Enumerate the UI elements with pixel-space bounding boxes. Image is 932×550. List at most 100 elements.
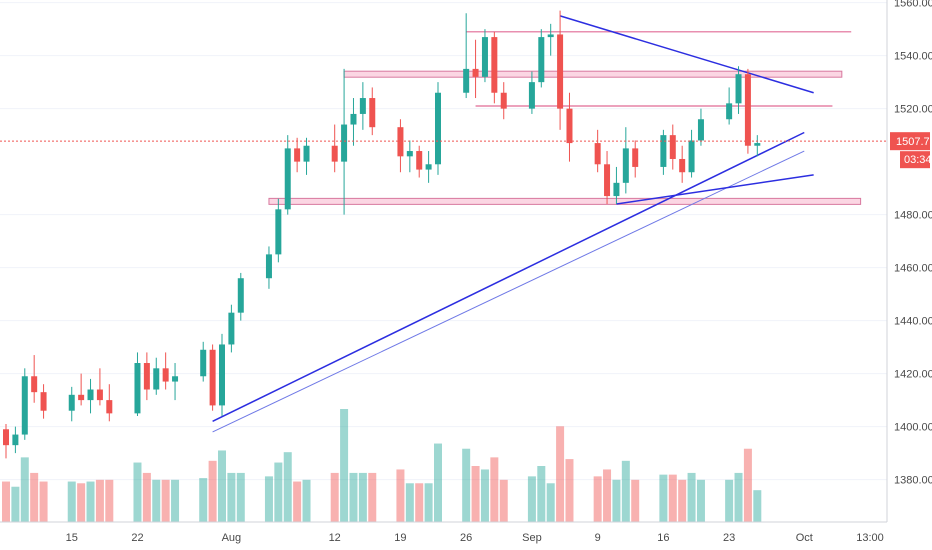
- candle-body[interactable]: [669, 135, 676, 159]
- candle-body[interactable]: [303, 145, 310, 162]
- candle-body[interactable]: [106, 400, 113, 414]
- candle-body[interactable]: [547, 34, 554, 38]
- candle-body[interactable]: [209, 349, 216, 406]
- volume-bar: [462, 448, 471, 522]
- volume-bar: [171, 479, 180, 522]
- candle-body[interactable]: [341, 124, 348, 162]
- volume-bar: [490, 457, 499, 522]
- volume-bars: [2, 409, 762, 522]
- time-axis[interactable]: 15 22 Aug 12 19 26 Sep 9 16 23 Oct 13:00: [66, 532, 884, 544]
- candle-body[interactable]: [688, 140, 695, 173]
- candle-body[interactable]: [491, 37, 498, 93]
- candle-body[interactable]: [622, 148, 629, 183]
- volume-bar: [39, 481, 48, 522]
- candle-body[interactable]: [3, 429, 9, 446]
- candle-body[interactable]: [265, 254, 272, 279]
- volume-bar: [396, 469, 405, 522]
- candle-body[interactable]: [172, 376, 179, 382]
- candle-body[interactable]: [406, 151, 413, 157]
- candle-body[interactable]: [350, 113, 357, 125]
- candle-body[interactable]: [228, 312, 235, 345]
- candle-body[interactable]: [481, 37, 488, 77]
- trendline[interactable]: [616, 174, 814, 205]
- candlesticks[interactable]: [3, 10, 761, 459]
- volume-bar: [565, 459, 574, 522]
- candle-body[interactable]: [162, 368, 169, 382]
- candle-body[interactable]: [219, 344, 225, 406]
- candle-body[interactable]: [397, 127, 404, 157]
- candle-body[interactable]: [331, 145, 338, 162]
- price-tick-label: 1560.00: [894, 0, 932, 10]
- candle-body[interactable]: [463, 68, 470, 93]
- volume-bar: [236, 472, 245, 522]
- time-tick-label: 12: [329, 532, 341, 544]
- candle-body[interactable]: [359, 98, 366, 114]
- volume-bar: [340, 409, 349, 522]
- candle-body[interactable]: [735, 74, 742, 104]
- candle-body[interactable]: [12, 434, 19, 446]
- volume-bar: [621, 460, 630, 522]
- candle-body[interactable]: [528, 82, 535, 109]
- candle-body[interactable]: [679, 158, 686, 173]
- volume-bar: [218, 450, 226, 522]
- candle-body[interactable]: [143, 363, 150, 390]
- candle-body[interactable]: [604, 164, 611, 197]
- volume-bar: [753, 490, 762, 522]
- candle-body[interactable]: [613, 182, 620, 197]
- trendline[interactable]: [212, 150, 805, 433]
- candle-body[interactable]: [538, 37, 545, 83]
- candle-body[interactable]: [744, 74, 751, 146]
- volume-bar: [668, 474, 677, 522]
- volume-bar: [499, 479, 508, 522]
- volume-bar: [631, 479, 640, 522]
- price-tick-label: 1440.00: [894, 316, 932, 328]
- trendline[interactable]: [559, 15, 814, 94]
- trendline[interactable]: [212, 131, 805, 422]
- candle-body[interactable]: [594, 143, 601, 165]
- support-resistance-band[interactable]: [268, 197, 862, 205]
- volume-bar: [199, 478, 208, 522]
- candle-body[interactable]: [369, 98, 376, 128]
- candle-body[interactable]: [697, 119, 704, 141]
- price-axis[interactable]: 1560.00 1540.00 1520.00 1480.00 1460.00 1440.…: [894, 0, 932, 487]
- candle-body[interactable]: [566, 108, 573, 144]
- volume-bar: [471, 466, 480, 522]
- candle-body[interactable]: [294, 148, 301, 162]
- candle-body[interactable]: [275, 209, 282, 255]
- candle-body[interactable]: [472, 68, 479, 77]
- candle-body[interactable]: [21, 376, 28, 435]
- support-resistance-band[interactable]: [343, 70, 843, 78]
- price-tick-label: 1540.00: [894, 51, 932, 63]
- candle-body[interactable]: [425, 164, 432, 170]
- price-tick-label: 1380.00: [894, 475, 932, 487]
- candle-body[interactable]: [200, 349, 207, 377]
- candle-body[interactable]: [237, 278, 244, 313]
- candle-body[interactable]: [632, 148, 639, 167]
- candle-body[interactable]: [87, 389, 94, 401]
- candle-body[interactable]: [68, 394, 75, 411]
- candle-body[interactable]: [134, 363, 141, 414]
- candle-body[interactable]: [660, 135, 667, 167]
- price-tick-label: 1400.00: [894, 422, 932, 434]
- candle-body[interactable]: [31, 376, 38, 393]
- candle-body[interactable]: [96, 389, 103, 401]
- volume-bar: [734, 472, 743, 522]
- candle-body[interactable]: [557, 34, 564, 109]
- candle-body[interactable]: [500, 92, 507, 109]
- volume-bar: [358, 472, 367, 522]
- candle-body[interactable]: [435, 92, 441, 165]
- candle-body[interactable]: [284, 148, 291, 210]
- volume-bar: [152, 479, 161, 522]
- candle-body[interactable]: [78, 394, 85, 401]
- price-tick-label: 1420.00: [894, 369, 932, 381]
- candle-body[interactable]: [153, 368, 160, 390]
- candle-body[interactable]: [40, 392, 47, 411]
- candle-body[interactable]: [416, 151, 423, 170]
- volume-bar: [349, 472, 358, 522]
- candle-body[interactable]: [754, 143, 761, 146]
- candle-body[interactable]: [726, 103, 733, 120]
- volume-bar: [593, 476, 602, 522]
- volume-bar: [424, 483, 433, 522]
- countdown-label: 03:34: [904, 154, 932, 166]
